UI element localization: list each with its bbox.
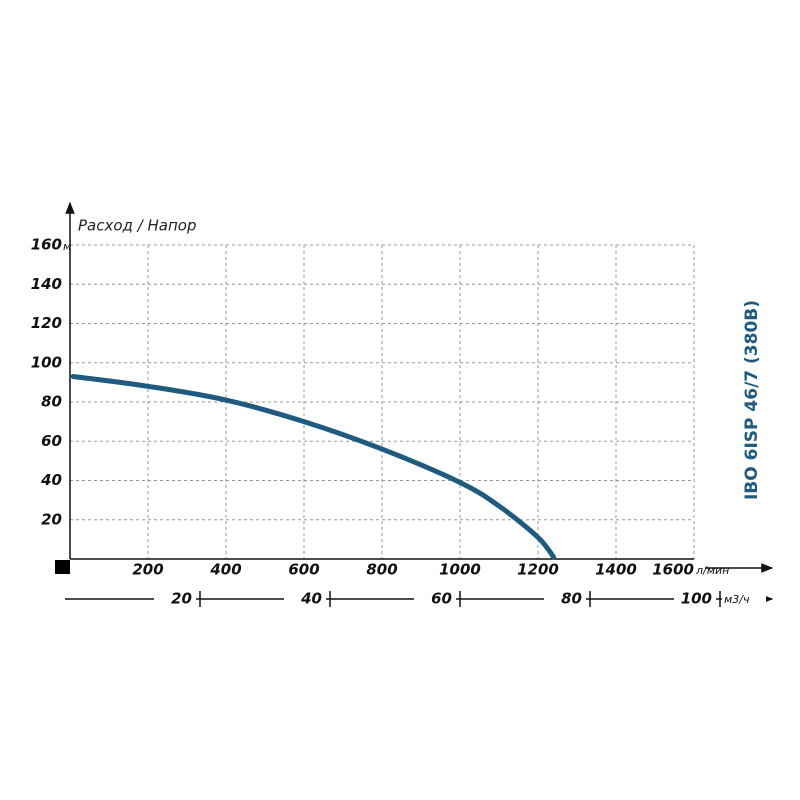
- x-tick-label: 1200: [517, 561, 559, 579]
- x2-tick-label: 100: [681, 590, 712, 608]
- label-bg: [284, 589, 326, 609]
- curve: [70, 373, 557, 560]
- x-unit: л/мин: [695, 564, 729, 577]
- chart-title: IBO 6ISP 46/7 (380В): [742, 300, 762, 500]
- y-tick-label: 80: [41, 393, 62, 411]
- x-tick-label: 1600: [652, 561, 694, 579]
- label-bg: [544, 589, 586, 609]
- x-tick-label: 400: [209, 561, 241, 579]
- x-tick-label: 1000: [439, 561, 481, 579]
- y-tick-label: 40: [40, 471, 62, 489]
- label-bg: [154, 589, 196, 609]
- x-tick-label: 600: [288, 561, 319, 579]
- axis-label: Расход / Напор: [78, 217, 196, 235]
- y-tick-label: 100: [31, 353, 62, 371]
- x2-unit: м3/ч: [724, 593, 750, 606]
- y-tick-label: 120: [31, 314, 62, 332]
- label-bg: [674, 589, 716, 609]
- x-tick-label: 800: [366, 561, 397, 579]
- y-tick-label: 20: [41, 510, 62, 528]
- x-tick-label: 1400: [595, 561, 637, 579]
- y-tick-label: 60: [41, 432, 62, 450]
- x2-tick-label: 40: [300, 590, 322, 608]
- y-tick-label: 140: [31, 275, 62, 293]
- label-bg: [722, 589, 766, 609]
- x-tick-label: 200: [132, 561, 163, 579]
- x2-tick-label: 80: [561, 590, 582, 608]
- x2-tick-label: 60: [431, 590, 452, 608]
- y-tick-label: 160: [31, 236, 62, 254]
- label-bg: [414, 589, 456, 609]
- origin-marker: [55, 560, 70, 574]
- y-unit: м: [63, 240, 71, 253]
- x2-tick-label: 20: [171, 590, 192, 608]
